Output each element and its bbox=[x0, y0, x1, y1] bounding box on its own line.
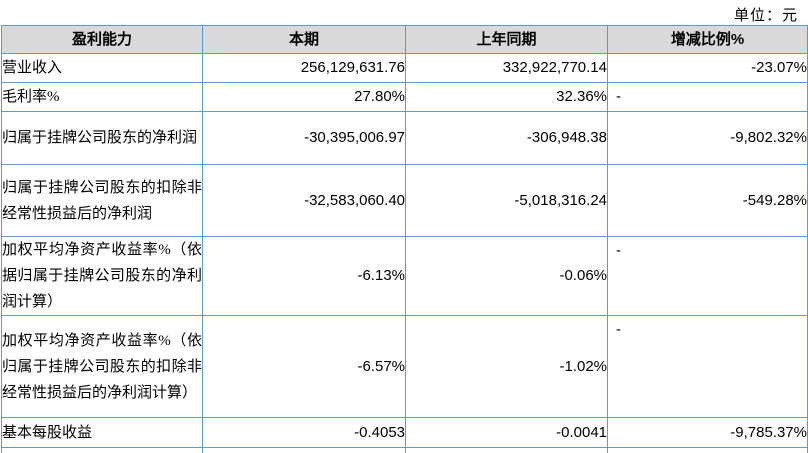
profit-table-cutoff-body bbox=[1, 447, 808, 453]
column-header-change-ratio: 增减比例% bbox=[607, 25, 808, 54]
metric-label-cell: 加权平均净资产收益率%（依据归属于挂牌公司股东的净利润计算） bbox=[1, 236, 203, 316]
change-value-cell: - bbox=[607, 236, 808, 316]
current-value-cell: -32,583,060.40 bbox=[202, 164, 406, 237]
table-row: 归属于挂牌公司股东的扣除非经常性损益后的净利润 -32,583,060.40 -… bbox=[1, 164, 808, 237]
table-row-partial bbox=[1, 447, 808, 453]
table-row: 归属于挂牌公司股东的净利润 -30,395,006.97 -306,948.38… bbox=[1, 111, 808, 165]
prior-value-cell: -0.0041 bbox=[405, 417, 608, 448]
current-value-cell: -6.13% bbox=[202, 236, 406, 316]
prior-value-cell: -5,018,316.24 bbox=[405, 164, 608, 237]
prior-value-cell: -0.06% bbox=[405, 236, 608, 316]
metric-label-cell: 归属于挂牌公司股东的净利润 bbox=[1, 111, 203, 165]
prior-value-cell bbox=[405, 447, 608, 453]
profitability-table: 盈利能力 本期 上年同期 增减比例% 营业收入 256,129,631.76 3… bbox=[1, 25, 808, 453]
change-value-cell: -9,785.37% bbox=[607, 417, 808, 448]
table-row: 加权平均净资产收益率%（依据归属于挂牌公司股东的净利润计算） -6.13% -0… bbox=[1, 236, 808, 316]
current-value-cell: 27.80% bbox=[202, 82, 406, 112]
current-value-cell: -6.57% bbox=[202, 315, 406, 418]
change-value-cell: -549.28% bbox=[607, 164, 808, 237]
current-value-cell bbox=[202, 447, 406, 453]
column-header-prior-period: 上年同期 bbox=[405, 25, 608, 54]
change-value-cell: -23.07% bbox=[607, 53, 808, 83]
profit-table-body: 营业收入 256,129,631.76 332,922,770.14 -23.0… bbox=[1, 53, 808, 448]
current-value-cell: 256,129,631.76 bbox=[202, 53, 406, 83]
column-header-current-period: 本期 bbox=[202, 25, 406, 54]
metric-label-cell: 基本每股收益 bbox=[1, 417, 203, 448]
table-row: 营业收入 256,129,631.76 332,922,770.14 -23.0… bbox=[1, 53, 808, 83]
column-header-metric: 盈利能力 bbox=[1, 25, 203, 54]
metric-label-cell: 毛利率% bbox=[1, 82, 203, 112]
change-value-cell: - bbox=[607, 82, 808, 112]
metric-label-cell bbox=[1, 447, 203, 453]
current-value-cell: -30,395,006.97 bbox=[202, 111, 406, 165]
metric-label-cell: 营业收入 bbox=[1, 53, 203, 83]
current-value-cell: -0.4053 bbox=[202, 417, 406, 448]
table-row: 毛利率% 27.80% 32.36% - bbox=[1, 82, 808, 112]
header-row: 盈利能力 本期 上年同期 增减比例% bbox=[1, 25, 808, 54]
prior-value-cell: 332,922,770.14 bbox=[405, 53, 608, 83]
metric-label-cell: 加权平均净资产收益率%（依归属于挂牌公司股东的扣除非经常性损益后的净利润计算） bbox=[1, 315, 203, 418]
metric-label-cell: 归属于挂牌公司股东的扣除非经常性损益后的净利润 bbox=[1, 164, 203, 237]
prior-value-cell: 32.36% bbox=[405, 82, 608, 112]
change-value-cell: - bbox=[607, 315, 808, 418]
unit-label: 单位：元 bbox=[733, 8, 798, 24]
table-row: 基本每股收益 -0.4053 -0.0041 -9,785.37% bbox=[1, 417, 808, 448]
prior-value-cell: -1.02% bbox=[405, 315, 608, 418]
change-value-cell: -9,802.32% bbox=[607, 111, 808, 165]
prior-value-cell: -306,948.38 bbox=[405, 111, 608, 165]
table-row: 加权平均净资产收益率%（依归属于挂牌公司股东的扣除非经常性损益后的净利润计算） … bbox=[1, 315, 808, 418]
change-value-cell bbox=[607, 447, 808, 453]
